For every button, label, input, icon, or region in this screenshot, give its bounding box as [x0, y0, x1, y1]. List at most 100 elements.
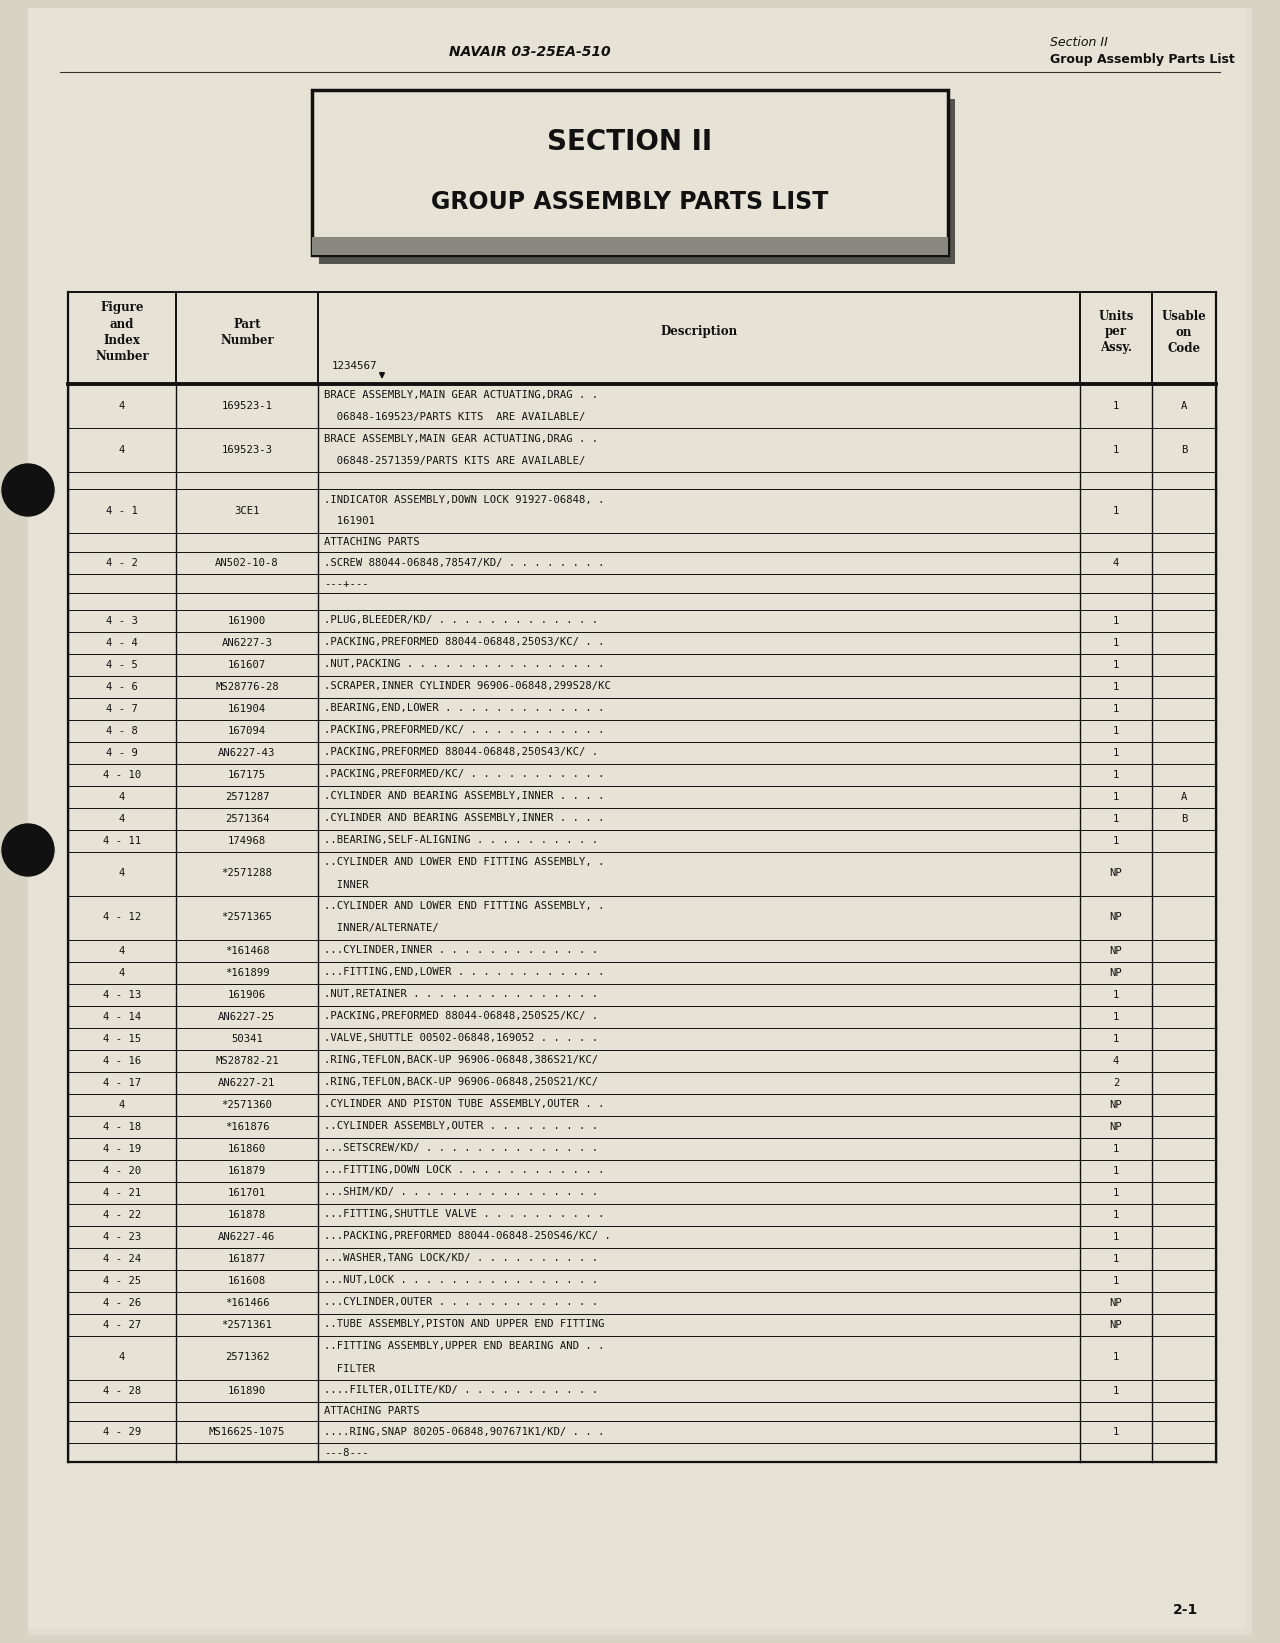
- Text: 1: 1: [1112, 1165, 1119, 1175]
- Text: 1: 1: [1112, 1209, 1119, 1219]
- Bar: [68, 1401, 1216, 1421]
- Text: 1: 1: [1112, 1012, 1119, 1022]
- Text: ATTACHING PARTS: ATTACHING PARTS: [324, 537, 420, 547]
- Bar: [68, 785, 1216, 807]
- Text: Group Assembly Parts List: Group Assembly Parts List: [1050, 54, 1235, 66]
- Bar: [68, 575, 1216, 593]
- Text: 4: 4: [119, 945, 125, 956]
- Text: 1: 1: [1112, 989, 1119, 999]
- Text: 1: 1: [1112, 659, 1119, 669]
- Bar: [68, 961, 1216, 984]
- Bar: [319, 99, 955, 265]
- Text: 174968: 174968: [228, 836, 266, 846]
- Text: 161607: 161607: [228, 659, 266, 669]
- Text: 4: 4: [1112, 1055, 1119, 1066]
- Text: 50341: 50341: [232, 1033, 262, 1043]
- Text: 4 - 20: 4 - 20: [102, 1165, 141, 1175]
- Text: .NUT,PACKING . . . . . . . . . . . . . . . .: .NUT,PACKING . . . . . . . . . . . . . .…: [324, 659, 604, 669]
- Text: 06848-169523/PARTS KITS  ARE AVAILABLE/: 06848-169523/PARTS KITS ARE AVAILABLE/: [324, 412, 585, 422]
- Text: .PACKING,PREFORMED 88044-06848,250S3/KC/ . .: .PACKING,PREFORMED 88044-06848,250S3/KC/…: [324, 637, 604, 647]
- Text: 2571362: 2571362: [225, 1352, 269, 1362]
- Text: 169523-3: 169523-3: [221, 445, 273, 455]
- Text: 4: 4: [1112, 559, 1119, 568]
- Text: AN6227-21: AN6227-21: [219, 1078, 275, 1088]
- Text: Description: Description: [660, 325, 737, 338]
- Bar: [68, 384, 1216, 427]
- Bar: [312, 237, 948, 255]
- Text: ---8---: ---8---: [324, 1447, 369, 1457]
- Text: 4 - 10: 4 - 10: [102, 769, 141, 779]
- Text: 1: 1: [1112, 769, 1119, 779]
- Text: ...PACKING,PREFORMED 88044-06848-250S46/KC/ .: ...PACKING,PREFORMED 88044-06848-250S46/…: [324, 1232, 611, 1242]
- Text: A: A: [1181, 401, 1187, 411]
- Text: 1: 1: [1112, 792, 1119, 802]
- Text: 4 - 4: 4 - 4: [106, 637, 138, 647]
- Text: .SCREW 88044-06848,78547/KD/ . . . . . . . .: .SCREW 88044-06848,78547/KD/ . . . . . .…: [324, 559, 604, 568]
- Bar: [68, 851, 1216, 895]
- Text: 4 - 1: 4 - 1: [106, 506, 138, 516]
- Bar: [68, 675, 1216, 698]
- Text: 06848-2571359/PARTS KITS ARE AVAILABLE/: 06848-2571359/PARTS KITS ARE AVAILABLE/: [324, 457, 585, 467]
- Text: .RING,TEFLON,BACK-UP 96906-06848,250S21/KC/: .RING,TEFLON,BACK-UP 96906-06848,250S21/…: [324, 1078, 598, 1088]
- Text: .VALVE,SHUTTLE 00502-06848,169052 . . . . .: .VALVE,SHUTTLE 00502-06848,169052 . . . …: [324, 1033, 598, 1043]
- Text: .PACKING,PREFORMED/KC/ . . . . . . . . . . .: .PACKING,PREFORMED/KC/ . . . . . . . . .…: [324, 726, 604, 736]
- Text: SECTION II: SECTION II: [548, 128, 713, 156]
- Text: ...FITTING,END,LOWER . . . . . . . . . . . .: ...FITTING,END,LOWER . . . . . . . . . .…: [324, 968, 604, 978]
- Text: 4 - 29: 4 - 29: [102, 1428, 141, 1438]
- Bar: [68, 1006, 1216, 1027]
- Bar: [68, 1181, 1216, 1204]
- Text: Section II: Section II: [1050, 36, 1108, 49]
- Bar: [68, 1027, 1216, 1050]
- Text: ...SHIM/KD/ . . . . . . . . . . . . . . . .: ...SHIM/KD/ . . . . . . . . . . . . . . …: [324, 1188, 598, 1198]
- Text: 1: 1: [1112, 445, 1119, 455]
- Text: 1: 1: [1112, 682, 1119, 692]
- Text: *2571360: *2571360: [221, 1099, 273, 1109]
- Text: ..TUBE ASSEMBLY,PISTON AND UPPER END FITTING: ..TUBE ASSEMBLY,PISTON AND UPPER END FIT…: [324, 1319, 604, 1329]
- Text: .NUT,RETAINER . . . . . . . . . . . . . . .: .NUT,RETAINER . . . . . . . . . . . . . …: [324, 989, 598, 999]
- Text: 4 - 11: 4 - 11: [102, 836, 141, 846]
- Text: *161468: *161468: [225, 945, 269, 956]
- Bar: [68, 1204, 1216, 1226]
- Text: Figure
and
Index
Number: Figure and Index Number: [95, 302, 148, 363]
- Text: 4 - 28: 4 - 28: [102, 1385, 141, 1395]
- Text: *2571361: *2571361: [221, 1319, 273, 1329]
- Text: 1: 1: [1112, 616, 1119, 626]
- Text: 1: 1: [1112, 748, 1119, 757]
- Bar: [68, 895, 1216, 940]
- Text: AN6227-46: AN6227-46: [219, 1232, 275, 1242]
- Text: 4: 4: [119, 968, 125, 978]
- Text: ..BEARING,SELF-ALIGNING . . . . . . . . . .: ..BEARING,SELF-ALIGNING . . . . . . . . …: [324, 836, 598, 846]
- Text: 4 - 16: 4 - 16: [102, 1055, 141, 1066]
- Text: 161877: 161877: [228, 1254, 266, 1263]
- Text: 4: 4: [119, 1352, 125, 1362]
- Bar: [68, 1247, 1216, 1270]
- Text: 1234567: 1234567: [332, 361, 378, 371]
- Text: 1: 1: [1112, 1352, 1119, 1362]
- Text: ...CYLINDER,OUTER . . . . . . . . . . . . .: ...CYLINDER,OUTER . . . . . . . . . . . …: [324, 1298, 598, 1308]
- Text: .PLUG,BLEEDER/KD/ . . . . . . . . . . . . .: .PLUG,BLEEDER/KD/ . . . . . . . . . . . …: [324, 616, 598, 626]
- Text: .RING,TEFLON,BACK-UP 96906-06848,386S21/KC/: .RING,TEFLON,BACK-UP 96906-06848,386S21/…: [324, 1055, 598, 1066]
- Text: 2-1: 2-1: [1172, 1604, 1198, 1617]
- Text: AN6227-25: AN6227-25: [219, 1012, 275, 1022]
- Text: .PACKING,PREFORMED 88044-06848,250S25/KC/ .: .PACKING,PREFORMED 88044-06848,250S25/KC…: [324, 1012, 598, 1022]
- Text: 4 - 24: 4 - 24: [102, 1254, 141, 1263]
- Text: ....RING,SNAP 80205-06848,907671K1/KD/ . . .: ....RING,SNAP 80205-06848,907671K1/KD/ .…: [324, 1428, 604, 1438]
- Bar: [68, 807, 1216, 830]
- Text: 4: 4: [119, 792, 125, 802]
- Text: 4 - 13: 4 - 13: [102, 989, 141, 999]
- Text: ..CYLINDER AND LOWER END FITTING ASSEMBLY, .: ..CYLINDER AND LOWER END FITTING ASSEMBL…: [324, 902, 604, 912]
- Bar: [68, 472, 1216, 488]
- Text: B: B: [1181, 445, 1187, 455]
- Text: 161701: 161701: [228, 1188, 266, 1198]
- Text: 161860: 161860: [228, 1144, 266, 1153]
- Text: 4 - 7: 4 - 7: [106, 703, 138, 713]
- Text: MS28776-28: MS28776-28: [215, 682, 279, 692]
- Text: .BEARING,END,LOWER . . . . . . . . . . . . .: .BEARING,END,LOWER . . . . . . . . . . .…: [324, 703, 604, 713]
- Text: 1: 1: [1112, 1275, 1119, 1285]
- Text: 161904: 161904: [228, 703, 266, 713]
- Text: ATTACHING PARTS: ATTACHING PARTS: [324, 1406, 420, 1416]
- Text: 1: 1: [1112, 1385, 1119, 1395]
- Text: 161906: 161906: [228, 989, 266, 999]
- Bar: [68, 698, 1216, 720]
- Text: ..CYLINDER ASSEMBLY,OUTER . . . . . . . . .: ..CYLINDER ASSEMBLY,OUTER . . . . . . . …: [324, 1122, 598, 1132]
